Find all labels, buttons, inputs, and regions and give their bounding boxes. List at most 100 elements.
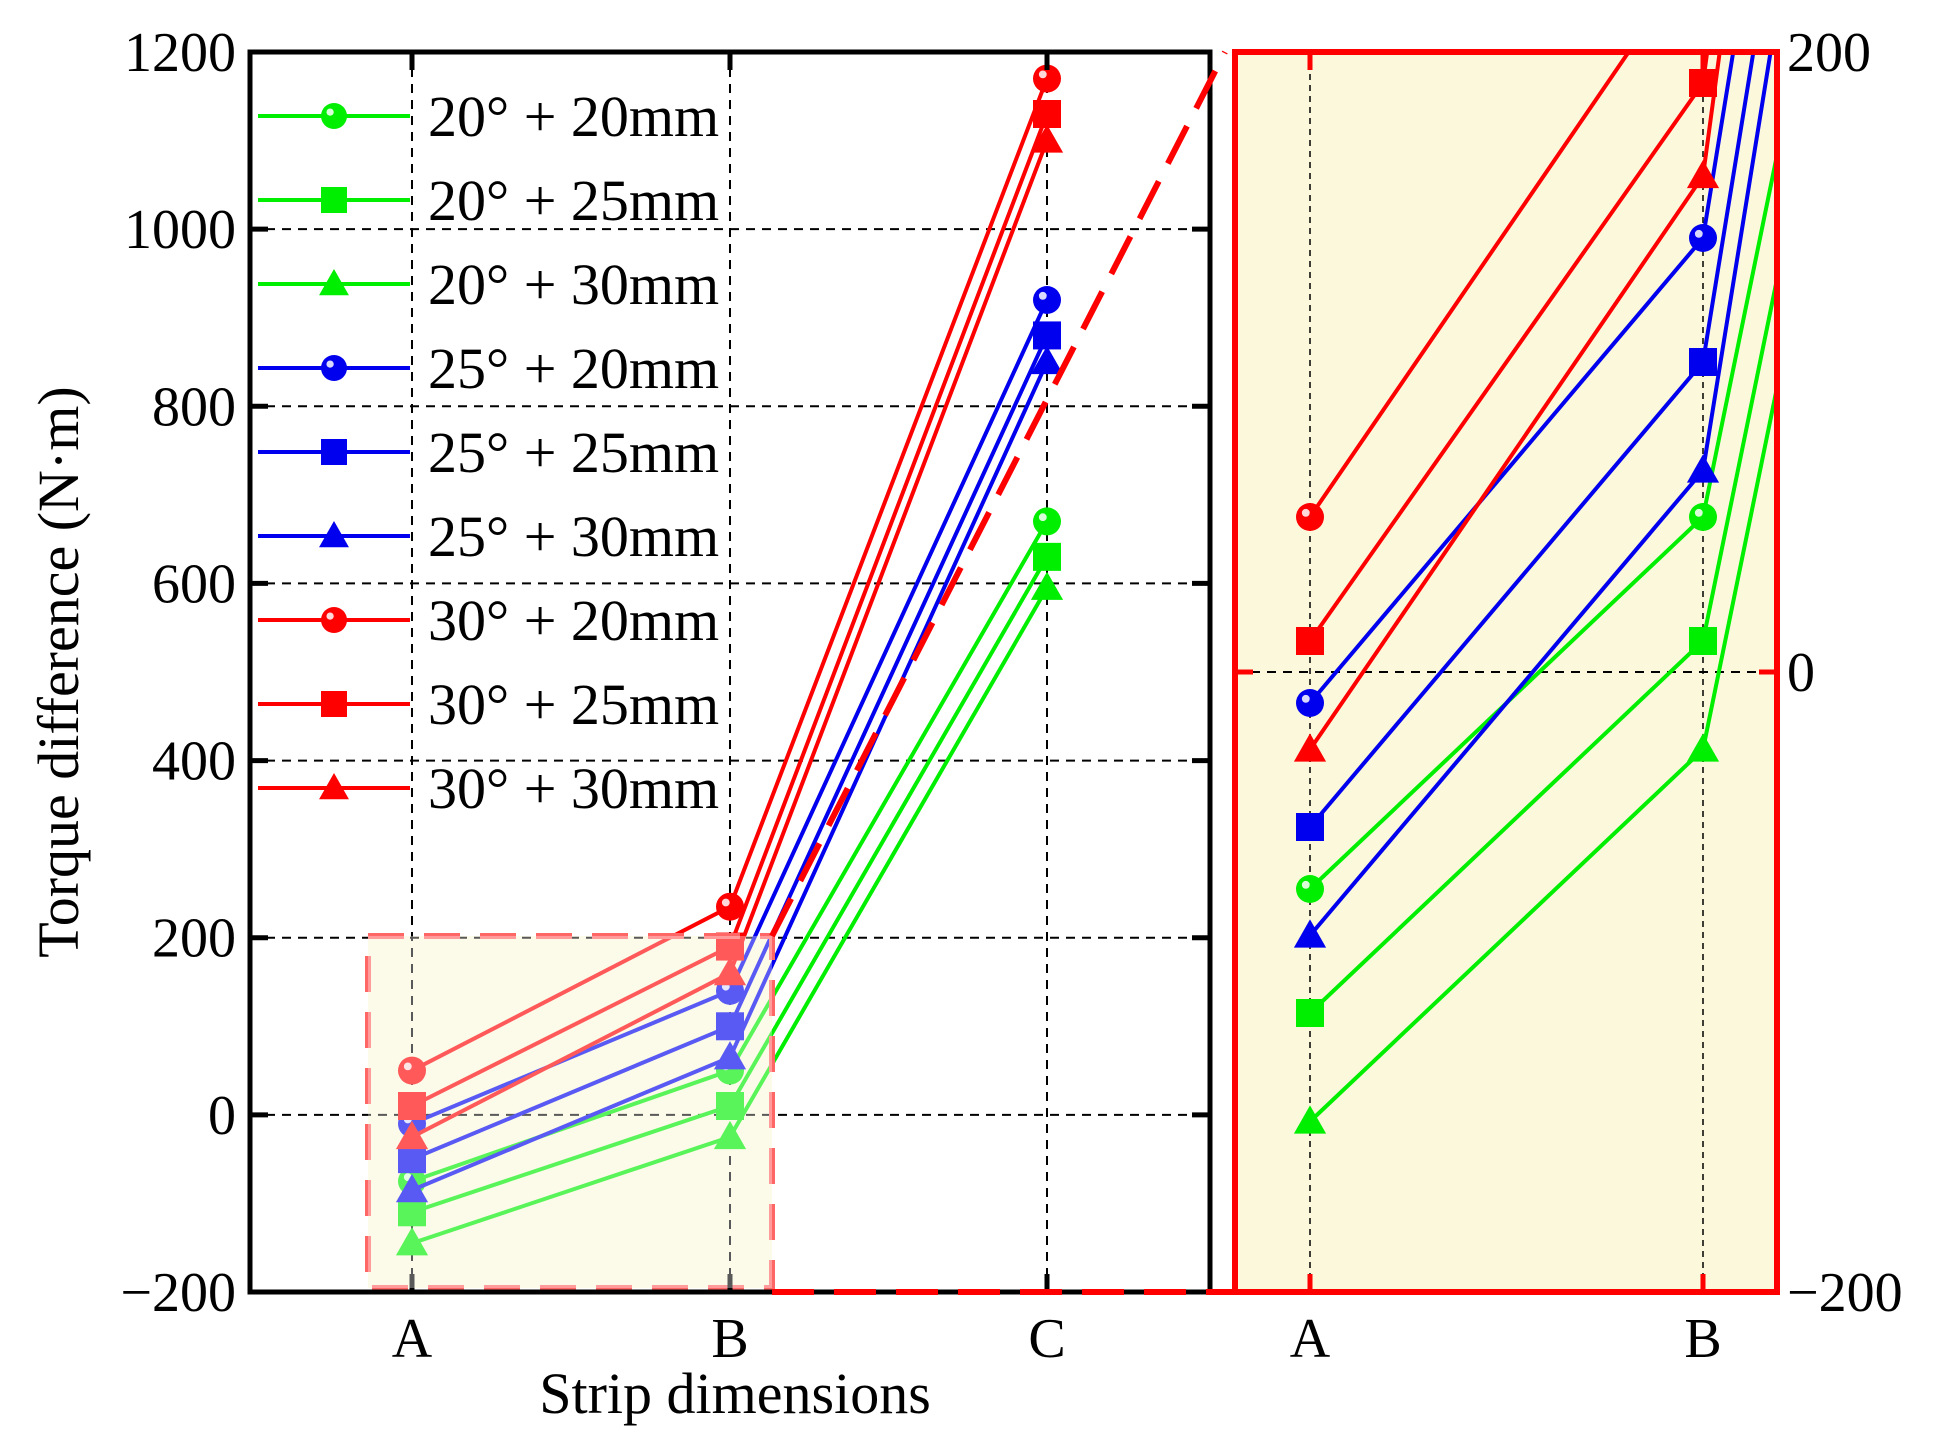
series-20deg-25mm bbox=[398, 542, 1061, 1227]
series-30deg-20mm bbox=[398, 64, 1061, 1085]
legend-swatch-marker bbox=[321, 355, 347, 381]
y-tick-label: 0 bbox=[208, 1085, 236, 1147]
legend-label: 30° + 25mm bbox=[428, 672, 719, 737]
data-point-25deg-30mm-C bbox=[1030, 345, 1064, 375]
inset-y-tick-label: 200 bbox=[1787, 22, 1871, 84]
inset-series-30deg-25mm bbox=[1296, 52, 1717, 655]
legend-label: 25° + 30mm bbox=[428, 504, 719, 569]
legend-item-20deg-20mm: 20° + 20mm bbox=[258, 84, 719, 149]
data-point-25deg-25mm-A bbox=[398, 1145, 426, 1174]
legend-label: 30° + 30mm bbox=[428, 756, 719, 821]
legend-label: 25° + 20mm bbox=[428, 336, 719, 401]
inset-data-point-20deg-20mm-A bbox=[1296, 875, 1324, 903]
inset-series-20deg-30mm bbox=[1293, 377, 1777, 1134]
legend-item-30deg-20mm: 30° + 20mm bbox=[258, 588, 719, 653]
y-tick-label: 400 bbox=[152, 731, 236, 793]
inset-data-point-25deg-20mm-A bbox=[1296, 689, 1324, 717]
data-point-20deg-25mm-A bbox=[398, 1198, 426, 1227]
zoom-highlight-border bbox=[365, 933, 775, 1291]
legend-label: 20° + 20mm bbox=[428, 84, 719, 149]
inset-data-point-30deg-30mm-B bbox=[1686, 159, 1720, 189]
inset-series-line-30deg-20mm bbox=[1308, 52, 1632, 519]
legend-item-25deg-20mm: 25° + 20mm bbox=[258, 336, 719, 401]
inset-data-point-25deg-20mm-A-highlight bbox=[1301, 694, 1310, 703]
legend-swatch-marker bbox=[319, 773, 349, 800]
y-tick-label: 800 bbox=[152, 376, 236, 438]
inset-axis-ticks: −200 0 200 A B bbox=[1235, 22, 1903, 1370]
inset-data-point-20deg-30mm-B bbox=[1686, 733, 1720, 762]
inset-data-point-25deg-25mm-A bbox=[1296, 813, 1324, 841]
data-point-30deg-20mm-C-highlight bbox=[1038, 70, 1047, 79]
legend-swatch-marker bbox=[321, 607, 347, 633]
inset-data-point-20deg-20mm-A-highlight bbox=[1301, 880, 1310, 889]
legend-swatch-marker bbox=[321, 691, 347, 717]
inset-y-tick-label: 0 bbox=[1787, 642, 1815, 704]
data-point-20deg-20mm-C-highlight bbox=[1038, 513, 1047, 522]
legend-item-30deg-30mm: 30° + 30mm bbox=[258, 756, 719, 821]
legend-swatch-marker bbox=[321, 103, 347, 129]
legend-item-25deg-30mm: 25° + 30mm bbox=[258, 504, 719, 569]
inset-data-point-20deg-30mm-A bbox=[1293, 1105, 1327, 1134]
legend-label: 20° + 30mm bbox=[428, 252, 719, 317]
inset-x-tick-label-B: B bbox=[1684, 1308, 1721, 1370]
data-point-30deg-20mm-C bbox=[1033, 64, 1061, 93]
inset-data-point-30deg-30mm-A bbox=[1293, 733, 1327, 762]
series-20deg-30mm bbox=[395, 571, 1064, 1256]
legend-swatch-marker-highlight bbox=[326, 108, 334, 116]
legend-label: 30° + 20mm bbox=[428, 588, 719, 653]
legend-swatch-marker bbox=[319, 521, 349, 548]
y-tick-label: 600 bbox=[152, 553, 236, 615]
inset-data-point-20deg-20mm-B-highlight bbox=[1694, 508, 1703, 517]
data-point-20deg-25mm-B bbox=[716, 1092, 744, 1120]
data-point-30deg-20mm-A-highlight bbox=[403, 1062, 412, 1071]
legend-swatch-marker bbox=[321, 439, 347, 465]
legend-item-30deg-25mm: 30° + 25mm bbox=[258, 672, 719, 737]
inset-data-point-30deg-25mm-A bbox=[1296, 627, 1324, 655]
legend-item-20deg-25mm: 20° + 25mm bbox=[258, 168, 719, 233]
data-point-30deg-20mm-A bbox=[398, 1056, 426, 1085]
y-axis-title: Torque difference (N·m) bbox=[26, 386, 91, 957]
legend-swatch-marker bbox=[319, 269, 349, 296]
inset-data-point-25deg-30mm-B bbox=[1686, 454, 1720, 483]
data-point-25deg-20mm-C-highlight bbox=[1038, 291, 1047, 300]
x-tick-label-A: A bbox=[392, 1308, 433, 1370]
inset-series-30deg-20mm bbox=[1296, 52, 1632, 531]
legend-label: 20° + 25mm bbox=[428, 168, 719, 233]
series-25deg-30mm bbox=[395, 345, 1064, 1203]
inset-series-30deg-30mm bbox=[1293, 52, 1722, 762]
data-point-30deg-25mm-C bbox=[1033, 100, 1061, 128]
inset-data-point-20deg-25mm-A bbox=[1296, 999, 1324, 1027]
legend-swatch-marker bbox=[321, 187, 347, 213]
main-plot-panel: −200 0 200 400 600 800 1000 1200 A B C Strip dimen… bbox=[26, 22, 1213, 1426]
inset-series-20deg-25mm bbox=[1296, 269, 1777, 1027]
data-point-30deg-20mm-B-highlight bbox=[721, 898, 730, 907]
series-30deg-25mm bbox=[398, 100, 1061, 1120]
inset-data-point-25deg-20mm-B-highlight bbox=[1694, 229, 1703, 238]
inset-data-point-25deg-25mm-B bbox=[1689, 348, 1717, 376]
legend-item-20deg-30mm: 20° + 30mm bbox=[258, 252, 719, 317]
data-point-30deg-25mm-A bbox=[398, 1092, 426, 1120]
inset-data-point-30deg-20mm-A bbox=[1296, 503, 1324, 531]
inset-data-point-20deg-25mm-B bbox=[1689, 627, 1717, 655]
data-point-25deg-25mm-C bbox=[1033, 321, 1061, 350]
legend-item-25deg-25mm: 25° + 25mm bbox=[258, 420, 719, 485]
data-point-25deg-20mm-C bbox=[1033, 286, 1061, 314]
y-tick-label: −200 bbox=[120, 1262, 236, 1324]
inset-x-tick-label-A: A bbox=[1290, 1308, 1331, 1370]
y-tick-label: 200 bbox=[152, 908, 236, 970]
series-30deg-30mm bbox=[395, 124, 1064, 1150]
data-point-25deg-30mm-A bbox=[395, 1174, 429, 1203]
inset-data-point-30deg-20mm-A-highlight bbox=[1301, 508, 1310, 517]
data-point-20deg-20mm-C bbox=[1033, 507, 1061, 536]
data-point-20deg-25mm-C bbox=[1033, 542, 1061, 571]
data-point-20deg-30mm-C bbox=[1030, 571, 1064, 600]
zoom-highlight-wash bbox=[368, 936, 772, 1288]
x-axis-title: Strip dimensions bbox=[539, 1361, 931, 1426]
main-axis-ticks: −200 0 200 400 600 800 1000 1200 A B C bbox=[120, 22, 1210, 1370]
main-series-group bbox=[395, 64, 1064, 1256]
inset-data-point-20deg-20mm-B bbox=[1689, 503, 1717, 531]
legend-swatch-marker-highlight bbox=[326, 612, 334, 620]
data-point-30deg-20mm-B bbox=[716, 892, 744, 921]
y-tick-label: 1000 bbox=[124, 199, 236, 261]
